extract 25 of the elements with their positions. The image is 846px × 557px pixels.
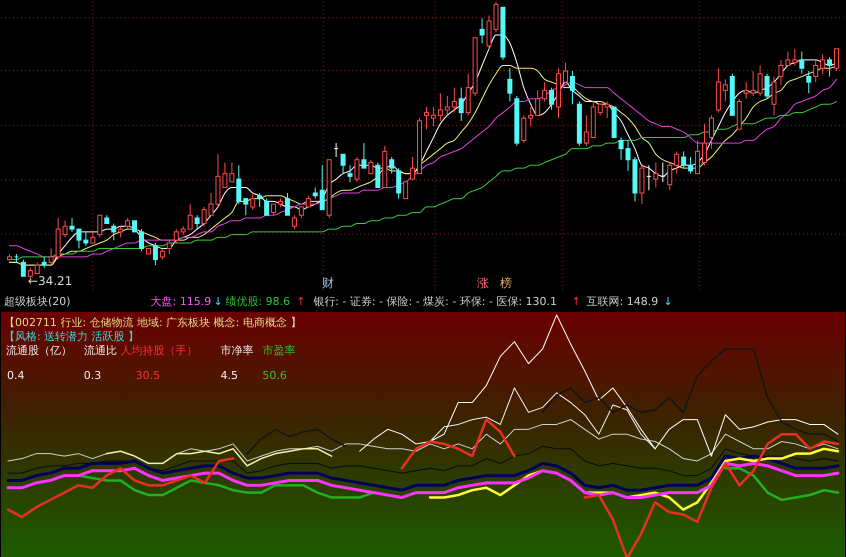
annotation: 财 xyxy=(322,276,334,290)
annotation: 0.3 xyxy=(84,368,102,382)
annotation: 流通股（亿） xyxy=(6,344,72,357)
text: ↑ xyxy=(572,294,581,308)
annotation: 0.4 xyxy=(6,368,24,382)
annotation: 榜 xyxy=(500,276,512,290)
text: ↑ xyxy=(296,294,306,308)
annotation: 【风格: 送转潜力 活跃股 】 xyxy=(4,330,140,343)
annotation: 市盈率 xyxy=(262,344,296,357)
annotation: 涨 xyxy=(476,276,489,290)
text: 银行: - 证券: - 保险: - 煤炭: - 环保: - 医保: 130.1 xyxy=(312,294,557,308)
text: ↓ xyxy=(663,294,673,308)
text: 互联网: 148.9 xyxy=(586,294,658,308)
text: ↓ xyxy=(213,294,223,308)
annotation: 50.6 xyxy=(262,368,287,382)
text: 超级板块(20) xyxy=(4,294,71,308)
annotation: 人均持股（手） xyxy=(120,344,198,357)
annotation: 流通比 xyxy=(84,344,117,357)
annotation: 【002711 行业: 仓储物流 地域: 广东板块 概念: 电商概念 】 xyxy=(4,316,302,329)
annotation: 4.5 xyxy=(220,368,238,382)
text: 大盘: 115.9 xyxy=(150,294,212,308)
annotation: ←34.21 xyxy=(28,274,72,288)
annotation: 市净率 xyxy=(220,344,254,357)
annotation: 30.5 xyxy=(136,368,160,382)
text: 绩优股: 98.6 xyxy=(225,294,290,308)
